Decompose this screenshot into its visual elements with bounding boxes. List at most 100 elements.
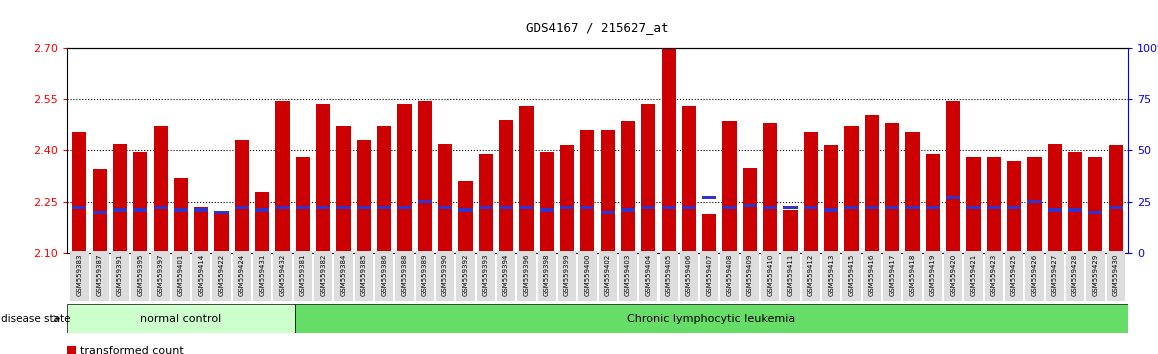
Bar [560,206,574,210]
FancyBboxPatch shape [111,251,130,301]
Text: GSM559382: GSM559382 [321,254,327,296]
Bar [865,206,879,210]
Bar [519,106,534,253]
Bar [906,206,919,210]
FancyBboxPatch shape [273,251,292,301]
Bar [337,206,351,210]
Text: GSM559419: GSM559419 [930,254,936,296]
FancyBboxPatch shape [558,251,577,301]
Text: GSM559410: GSM559410 [768,254,774,296]
Text: GSM559416: GSM559416 [868,254,874,296]
Bar [133,152,147,253]
Text: GSM559408: GSM559408 [726,254,733,296]
Bar [763,206,777,210]
Bar [418,200,432,203]
Text: GSM559420: GSM559420 [950,254,957,296]
Bar [438,144,453,253]
Text: GSM559393: GSM559393 [483,254,489,296]
FancyBboxPatch shape [903,251,922,301]
Text: GSM559405: GSM559405 [666,254,672,296]
Text: GSM559392: GSM559392 [462,254,469,296]
FancyBboxPatch shape [1046,251,1064,301]
FancyBboxPatch shape [254,251,271,301]
Text: GSM559423: GSM559423 [991,254,997,296]
Text: GSM559403: GSM559403 [625,254,631,296]
FancyBboxPatch shape [497,251,515,301]
Bar [844,206,858,210]
FancyBboxPatch shape [782,251,800,301]
Bar [235,140,249,253]
FancyBboxPatch shape [152,251,170,301]
Bar [112,209,127,212]
Bar [702,214,717,253]
Text: GSM559427: GSM559427 [1051,254,1057,296]
Bar [844,126,858,253]
Bar [499,206,513,210]
Bar [397,206,411,210]
Text: GSM559424: GSM559424 [239,254,245,296]
FancyBboxPatch shape [294,251,312,301]
FancyBboxPatch shape [375,251,394,301]
Bar [1048,144,1062,253]
Bar [824,209,838,212]
FancyBboxPatch shape [354,251,373,301]
Bar [1048,209,1062,212]
Text: GSM559428: GSM559428 [1072,254,1078,296]
FancyBboxPatch shape [192,251,211,301]
FancyBboxPatch shape [416,251,434,301]
Bar [255,209,270,212]
Text: GSM559418: GSM559418 [909,254,916,296]
Bar [378,126,391,253]
Bar [459,181,472,253]
FancyBboxPatch shape [761,251,779,301]
Text: GSM559394: GSM559394 [503,254,510,296]
Bar [1027,200,1041,203]
Bar [742,204,757,207]
Text: GSM559383: GSM559383 [76,254,82,296]
Text: GSM559422: GSM559422 [219,254,225,296]
FancyBboxPatch shape [618,251,637,301]
Bar [295,206,310,210]
FancyBboxPatch shape [984,251,1003,301]
FancyBboxPatch shape [801,251,820,301]
Bar [499,120,513,253]
FancyBboxPatch shape [1065,251,1084,301]
Bar [72,132,87,253]
FancyBboxPatch shape [435,251,454,301]
FancyBboxPatch shape [822,251,841,301]
Bar [925,206,940,210]
Text: GSM559400: GSM559400 [585,254,591,296]
Bar [804,132,818,253]
Bar [72,206,87,210]
FancyBboxPatch shape [741,251,760,301]
FancyBboxPatch shape [518,251,535,301]
FancyBboxPatch shape [395,251,413,301]
FancyBboxPatch shape [1086,251,1105,301]
Text: GSM559402: GSM559402 [604,254,610,296]
FancyBboxPatch shape [335,251,353,301]
FancyBboxPatch shape [660,251,677,301]
Text: GSM559399: GSM559399 [564,254,570,296]
Text: GSM559388: GSM559388 [402,254,408,296]
Text: GSM559397: GSM559397 [157,254,163,296]
Text: GSM559395: GSM559395 [138,254,144,296]
Bar [235,206,249,210]
FancyBboxPatch shape [1107,251,1124,301]
Bar [316,206,330,210]
Bar [1068,152,1083,253]
Text: GSM559421: GSM559421 [970,254,976,296]
Text: GSM559404: GSM559404 [645,254,651,296]
Bar [682,206,696,210]
Bar [642,206,655,210]
FancyBboxPatch shape [599,251,617,301]
Bar [195,207,208,253]
Text: GSM559414: GSM559414 [198,254,204,296]
Text: GSM559391: GSM559391 [117,254,123,296]
Text: GSM559417: GSM559417 [889,254,895,296]
Text: GDS4167 / 215627_at: GDS4167 / 215627_at [526,21,669,34]
Bar [601,130,615,253]
FancyBboxPatch shape [212,251,230,301]
Text: transformed count: transformed count [80,346,184,354]
Bar [784,210,798,253]
FancyBboxPatch shape [578,251,596,301]
